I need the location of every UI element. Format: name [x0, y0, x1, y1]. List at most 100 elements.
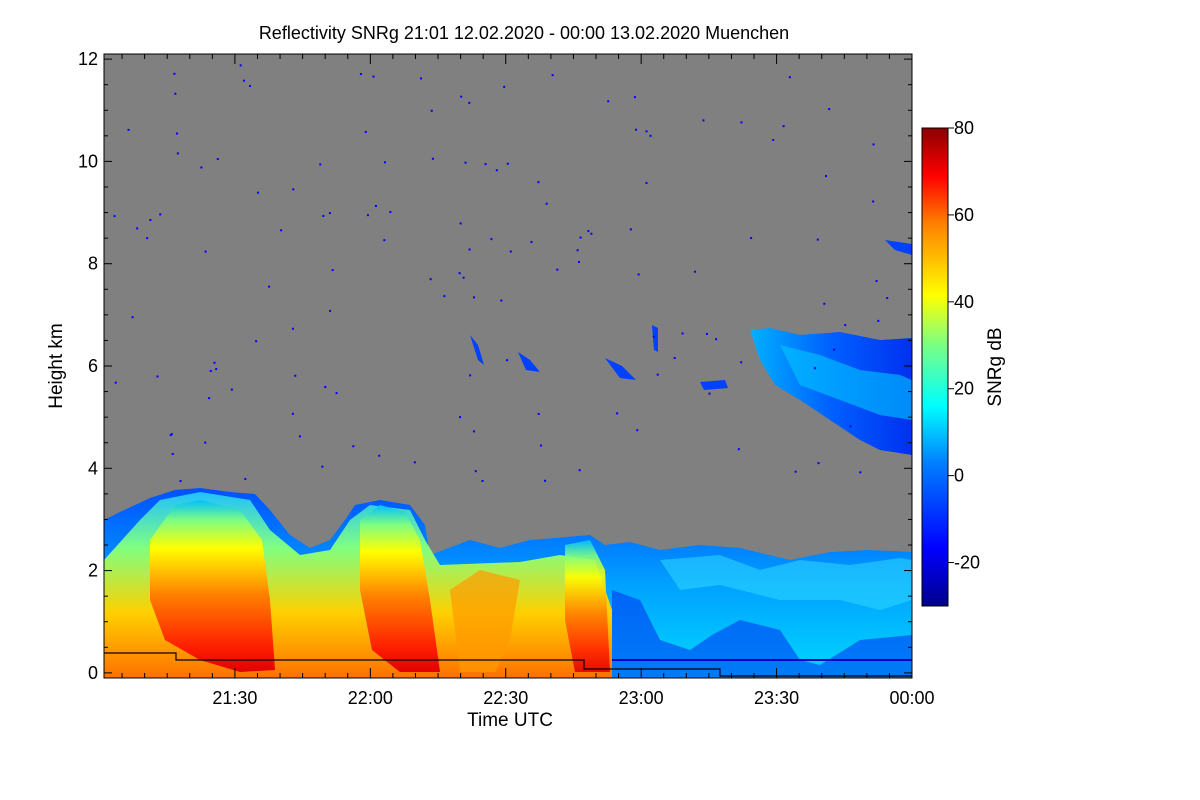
noise-speckle	[200, 166, 203, 169]
noise-speckle	[459, 222, 462, 225]
y-tick-label: 2	[88, 561, 98, 581]
noise-speckle	[294, 374, 297, 377]
noise-speckle	[587, 230, 590, 233]
noise-speckle	[114, 381, 117, 384]
noise-speckle	[544, 479, 547, 482]
noise-speckle	[500, 299, 503, 302]
noise-speckle	[828, 108, 831, 111]
y-axis: 0 2 4 6 8 10 12	[78, 49, 912, 683]
noise-speckle	[823, 302, 826, 305]
colorbar-tick-label: 20	[954, 379, 974, 399]
noise-speckle	[652, 335, 655, 338]
noise-speckle	[204, 441, 207, 444]
noise-speckle	[817, 462, 820, 465]
noise-speckle	[372, 75, 375, 78]
noise-speckle	[649, 134, 652, 137]
noise-speckle	[136, 227, 139, 230]
noise-speckle	[490, 238, 493, 241]
noise-speckle	[872, 143, 875, 146]
x-tick-label: 00:00	[889, 688, 934, 708]
noise-speckle	[705, 332, 708, 335]
noise-speckle	[825, 175, 828, 178]
colorbar-tick-label: -20	[954, 553, 980, 573]
x-tick-label: 23:30	[754, 688, 799, 708]
noise-speckle	[242, 79, 245, 82]
noise-speckle	[420, 77, 423, 80]
noise-speckle	[204, 250, 207, 253]
noise-speckle	[503, 85, 506, 88]
noise-speckle	[506, 162, 509, 165]
noise-speckle	[460, 95, 463, 98]
noise-speckle	[324, 385, 327, 388]
noise-speckle	[616, 412, 619, 415]
noise-speckle	[322, 214, 325, 217]
noise-speckle	[291, 412, 294, 415]
noise-speckle	[255, 340, 258, 343]
noise-speckle	[590, 232, 593, 235]
noise-speckle	[740, 121, 743, 124]
noise-speckle	[782, 125, 785, 128]
noise-speckle	[750, 237, 753, 240]
noise-speckle	[693, 270, 696, 273]
noise-speckle	[578, 469, 581, 472]
noise-speckle	[298, 435, 301, 438]
noise-speckle	[352, 445, 355, 448]
noise-speckle	[208, 397, 211, 400]
noise-speckle	[280, 229, 283, 232]
chart-title: Reflectivity SNRg 21:01 12.02.2020 - 00:…	[259, 23, 789, 43]
noise-speckle	[702, 119, 705, 122]
noise-speckle	[169, 434, 172, 437]
noise-speckle	[577, 261, 580, 264]
x-tick-label: 22:30	[483, 688, 528, 708]
noise-speckle	[468, 248, 471, 251]
noise-speckle	[545, 202, 548, 205]
noise-speckle	[740, 361, 743, 364]
noise-speckle	[607, 100, 610, 103]
colorbar-ticks: -20 0 20 40 60 80	[948, 118, 980, 573]
y-axis-label: Height km	[46, 323, 67, 409]
noise-speckle	[772, 138, 775, 141]
noise-speckle	[179, 480, 182, 483]
noise-speckle	[468, 101, 471, 104]
noise-speckle	[636, 429, 639, 432]
noise-speckle	[859, 471, 862, 474]
noise-speckle	[715, 338, 718, 341]
noise-speckle	[495, 169, 498, 172]
noise-speckle	[268, 285, 271, 288]
noise-speckle	[788, 76, 791, 79]
noise-speckle	[113, 215, 116, 218]
noise-speckle	[149, 218, 152, 221]
noise-speckle	[539, 444, 542, 447]
colorbar-label: SNRg dB	[985, 327, 1006, 406]
noise-speckle	[176, 132, 179, 135]
noise-speckle	[635, 128, 638, 131]
noise-speckle	[248, 85, 251, 88]
noise-speckle	[849, 425, 852, 428]
noise-speckle	[481, 480, 484, 483]
noise-speckle	[872, 200, 875, 203]
noise-speckle	[384, 161, 387, 164]
noise-speckle	[708, 392, 711, 395]
noise-speckle	[629, 228, 632, 231]
noise-speckle	[159, 213, 162, 216]
noise-speckle	[844, 324, 847, 327]
y-tick-label: 6	[88, 356, 98, 376]
noise-speckle	[875, 280, 878, 283]
noise-speckle	[239, 64, 242, 67]
noise-speckle	[359, 73, 362, 76]
noise-speckle	[364, 130, 367, 133]
noise-speckle	[127, 128, 130, 131]
noise-speckle	[413, 461, 416, 464]
plot-area	[104, 54, 912, 678]
noise-speckle	[509, 250, 512, 253]
noise-speckle	[335, 392, 338, 395]
noise-speckle	[469, 374, 472, 377]
noise-speckle	[366, 214, 369, 217]
noise-speckle	[291, 327, 294, 330]
noise-speckle	[473, 430, 476, 433]
noise-speckle	[633, 96, 636, 99]
noise-speckle	[257, 191, 260, 194]
colorbar-tick-label: 80	[954, 118, 974, 138]
noise-speckle	[216, 158, 219, 161]
noise-speckle	[321, 465, 324, 468]
